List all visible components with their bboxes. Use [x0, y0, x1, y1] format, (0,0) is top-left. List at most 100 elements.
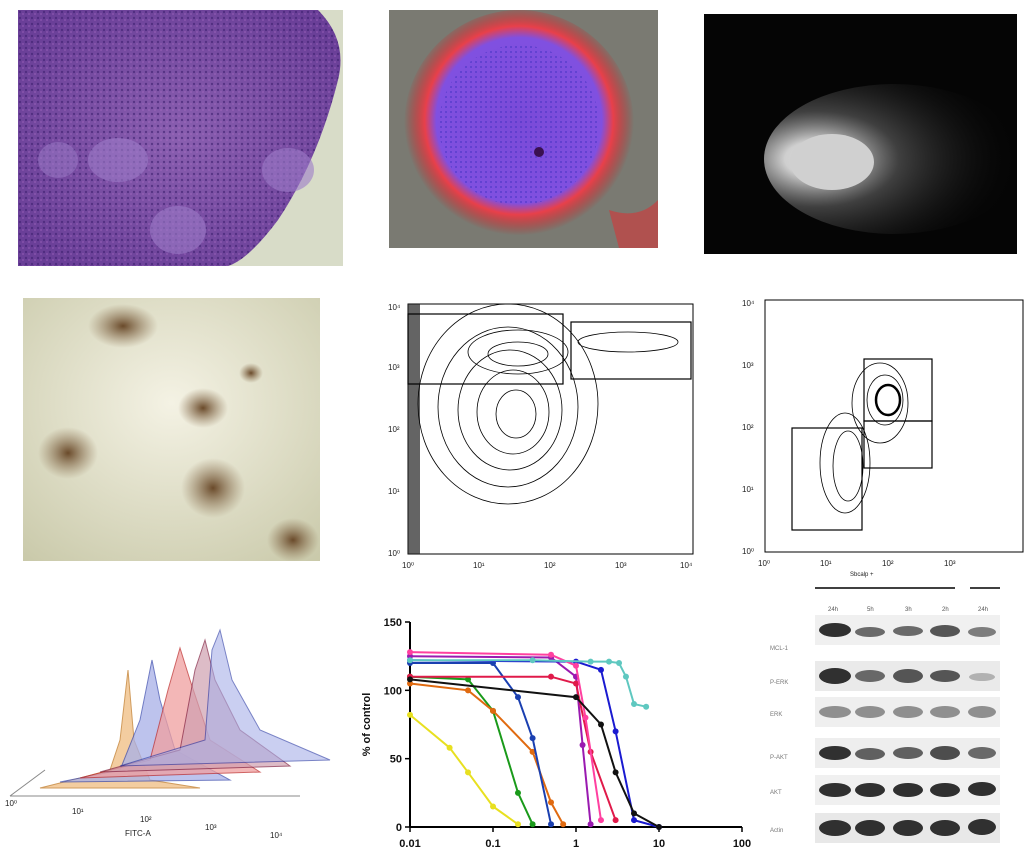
data-point: [573, 662, 579, 669]
row-label: ERK: [770, 712, 783, 718]
series-line: [410, 675, 617, 821]
data-point: [514, 821, 521, 828]
data-point: [465, 687, 472, 694]
y-tick: 10⁴: [388, 303, 401, 312]
x-tick: 10³: [205, 823, 217, 832]
x-tick: 10⁴: [680, 561, 693, 570]
data-point: [587, 821, 594, 828]
y-tick-label: 50: [390, 754, 402, 766]
data-point: [612, 728, 619, 735]
comet-assay-image: [704, 14, 1017, 254]
flow-plot-1-y-ticks: 10⁰ 10¹ 10² 10³ 10⁴: [388, 303, 401, 558]
x-tick: 10⁰: [758, 559, 770, 568]
data-point: [514, 789, 521, 796]
data-point: [407, 653, 413, 660]
x-axis-label: FITC-A: [125, 829, 151, 838]
row-label: Actin: [770, 828, 784, 834]
x-tick-label: 0.01: [399, 838, 420, 850]
stacked-histogram: 10⁰ 10¹ 10² 10³ 10⁴ FITC-A: [0, 620, 345, 845]
x-tick: 10⁰: [402, 561, 414, 570]
y-tick: 10²: [742, 423, 754, 432]
y-tick-label: 100: [384, 685, 402, 697]
data-point: [529, 657, 536, 664]
x-tick: 10⁴: [270, 831, 283, 840]
data-point: [573, 694, 579, 701]
data-point: [407, 649, 413, 656]
x-tick: 10³: [944, 559, 956, 568]
data-point: [622, 673, 629, 680]
data-point: [465, 676, 472, 683]
series-line: [410, 659, 647, 708]
series-line: [409, 714, 519, 826]
data-point: [612, 817, 619, 824]
y-tick-label: 150: [384, 617, 402, 629]
fluorescent-cell-image: [389, 10, 658, 248]
data-point: [490, 707, 496, 714]
data-point: [529, 748, 536, 755]
y-tick: 10³: [388, 363, 400, 372]
data-point: [631, 810, 638, 817]
data-point: [548, 799, 555, 806]
x-tick: 10¹: [72, 807, 84, 816]
data-point: [407, 657, 413, 664]
x-axis-label: Sbcalp +: [850, 572, 874, 578]
x-tick: 10¹: [820, 559, 832, 568]
y-tick: 10⁴: [742, 299, 755, 308]
data-point: [597, 666, 604, 673]
dose-response-chart: 0 50 100 150 0.01 0.1 1 10 100 % of control: [352, 612, 752, 857]
data-point: [582, 714, 589, 721]
data-point: [548, 821, 555, 828]
y-tick: 10⁰: [742, 547, 754, 556]
series-line: [409, 678, 660, 828]
data-point: [529, 735, 536, 742]
western-blot: 24h 5h 3h 2h 24h MCL-1 P-ERK ERK P-AKT A…: [760, 585, 1030, 850]
data-point: [446, 744, 453, 751]
row-label: P-ERK: [770, 680, 789, 686]
row-label: P-AKT: [770, 755, 788, 761]
lane-label: 24h: [978, 607, 989, 613]
data-point: [597, 817, 604, 824]
y-tick: 10³: [742, 361, 754, 370]
data-point: [631, 701, 638, 707]
colony-image: [23, 298, 320, 561]
y-tick: 10¹: [388, 487, 400, 496]
data-point: [587, 658, 594, 665]
data-point: [407, 680, 413, 687]
data-point: [560, 821, 567, 828]
x-tick-label: 0.1: [485, 838, 500, 850]
data-point: [529, 821, 536, 828]
row-label: AKT: [770, 790, 782, 796]
data-point: [490, 803, 496, 810]
x-tick-label: 10: [653, 838, 665, 850]
flow-contour-plot-1: 10⁰ 10¹ 10² 10³ 10⁴ 10⁰ 10¹ 10² 10³ 10⁴: [368, 292, 698, 582]
y-tick: 10²: [388, 425, 400, 434]
y-tick-label: 0: [396, 822, 402, 834]
x-tick: 10³: [615, 561, 627, 570]
x-tick-label: 100: [733, 838, 751, 850]
y-tick: 10⁰: [388, 549, 400, 558]
data-point: [407, 676, 413, 683]
flow-contour-plot-2: 10⁰ 10¹ 10² 10³ 10⁴ 10⁰ 10¹ 10² 10³ Sbca…: [730, 288, 1030, 588]
x-tick: 10¹: [473, 561, 485, 570]
lane-label: 2h: [942, 607, 949, 613]
x-tick-label: 1: [573, 838, 579, 850]
data-point: [612, 769, 619, 776]
lane-label: 3h: [905, 607, 912, 613]
data-point: [631, 817, 638, 824]
lane-label: 24h: [828, 607, 839, 613]
x-tick: 10⁰: [5, 799, 17, 808]
series-line: [409, 675, 534, 825]
row-label: MCL-1: [770, 646, 789, 652]
lane-label: 5h: [867, 607, 874, 613]
data-point: [407, 711, 413, 718]
data-point: [548, 651, 555, 658]
data-point: [573, 680, 579, 687]
x-tick: 10²: [544, 561, 556, 570]
data-point: [579, 742, 586, 748]
y-axis-label: % of control: [361, 693, 373, 757]
x-tick: 10²: [882, 559, 894, 568]
data-point: [465, 769, 472, 776]
data-point: [616, 660, 623, 666]
data-point: [643, 703, 650, 710]
data-point: [514, 694, 521, 701]
